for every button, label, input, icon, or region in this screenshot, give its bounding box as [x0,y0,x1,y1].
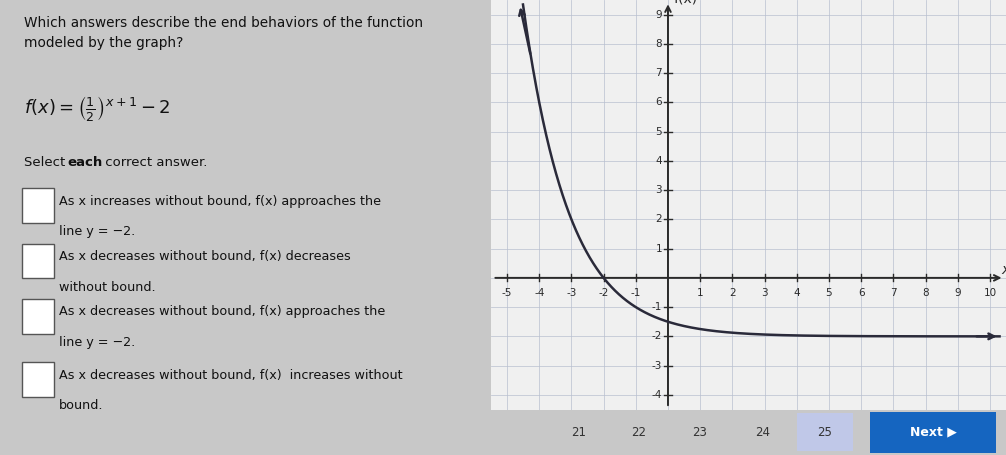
Text: 6: 6 [858,288,864,298]
Text: 8: 8 [923,288,929,298]
Text: 10: 10 [983,288,997,298]
Text: 5: 5 [826,288,832,298]
Text: -1: -1 [631,288,641,298]
Text: 9: 9 [955,288,961,298]
Text: 8: 8 [656,39,662,49]
Text: 25: 25 [818,426,832,439]
Text: -2: -2 [599,288,609,298]
Text: 4: 4 [656,156,662,166]
Text: -3: -3 [566,288,576,298]
Bar [870,412,996,453]
Text: Next ▶: Next ▶ [910,426,957,439]
Text: 6: 6 [656,97,662,107]
Text: correct answer.: correct answer. [102,156,208,169]
FancyBboxPatch shape [22,243,53,278]
Text: bound.: bound. [58,399,103,412]
Text: 24: 24 [756,426,770,439]
FancyBboxPatch shape [22,299,53,334]
Text: f(x): f(x) [674,0,698,6]
Text: Select: Select [24,156,69,169]
Text: 3: 3 [656,185,662,195]
Text: line y = −2.: line y = −2. [58,225,135,238]
Text: 3: 3 [762,288,768,298]
Text: -4: -4 [652,390,662,400]
Text: 9: 9 [656,10,662,20]
FancyBboxPatch shape [22,362,53,397]
Bar [797,413,853,451]
Text: 7: 7 [890,288,896,298]
Text: -1: -1 [652,302,662,312]
Text: 1: 1 [697,288,703,298]
Text: -2: -2 [652,331,662,341]
Text: 1: 1 [656,243,662,253]
Text: 23: 23 [692,426,706,439]
Text: 2: 2 [729,288,735,298]
Text: As x decreases without bound, f(x)  increases without: As x decreases without bound, f(x) incre… [58,369,402,382]
Text: x: x [1001,263,1006,277]
Text: Which answers describe the end behaviors of the function
modeled by the graph?: Which answers describe the end behaviors… [24,16,424,50]
Text: As x increases without bound, f(x) approaches the: As x increases without bound, f(x) appro… [58,195,380,207]
Text: without bound.: without bound. [58,280,155,293]
Text: 4: 4 [794,288,800,298]
Text: -4: -4 [534,288,544,298]
Text: 2: 2 [656,214,662,224]
Text: $f(x) = \left(\frac{1}{2}\right)^{x+1} - 2$: $f(x) = \left(\frac{1}{2}\right)^{x+1} -… [24,94,171,123]
Text: each: each [67,156,103,169]
Text: 5: 5 [656,126,662,136]
Text: -3: -3 [652,361,662,371]
Text: As x decreases without bound, f(x) decreases: As x decreases without bound, f(x) decre… [58,250,350,263]
Text: 22: 22 [632,426,646,439]
Text: 21: 21 [571,426,585,439]
Text: line y = −2.: line y = −2. [58,336,135,349]
FancyBboxPatch shape [22,188,53,223]
Text: 7: 7 [656,68,662,78]
Text: As x decreases without bound, f(x) approaches the: As x decreases without bound, f(x) appro… [58,305,385,318]
Text: -5: -5 [502,288,512,298]
